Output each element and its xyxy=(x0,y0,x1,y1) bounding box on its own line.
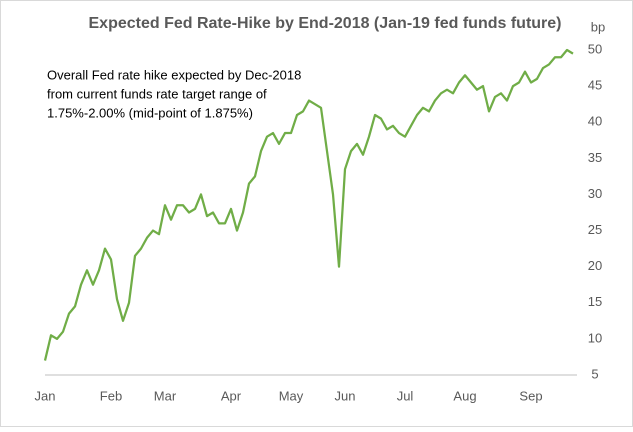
annotation: 1.75%-2.00% (mid-point of 1.875%) xyxy=(47,105,253,120)
x-tick-label: Apr xyxy=(221,388,242,403)
data-line xyxy=(43,48,574,361)
y-axis-label: bp xyxy=(591,19,605,34)
y-tick-label: 45 xyxy=(588,78,602,93)
y-tick-label: 50 xyxy=(588,41,602,56)
chart-title: Expected Fed Rate-Hike by End-2018 (Jan-… xyxy=(89,15,562,32)
x-tick-label: May xyxy=(279,388,304,403)
annotation: from current funds rate target range of xyxy=(47,86,267,101)
y-tick-label: 30 xyxy=(588,186,602,201)
x-tick-label: Jul xyxy=(397,388,414,403)
x-tick-label: Aug xyxy=(453,388,476,403)
y-tick-label: 5 xyxy=(591,366,598,381)
x-tick-label: Feb xyxy=(100,388,122,403)
y-tick-label: 25 xyxy=(588,222,602,237)
y-tick-label: 40 xyxy=(588,114,602,129)
y-tick-label: 20 xyxy=(588,258,602,273)
annotation: Overall Fed rate hike expected by Dec-20… xyxy=(47,67,301,82)
x-tick-label: Mar xyxy=(154,388,177,403)
y-tick-label: 15 xyxy=(588,294,602,309)
x-tick-label: Jun xyxy=(335,388,356,403)
x-tick-label: Sep xyxy=(519,388,542,403)
x-tick-label: Jan xyxy=(35,388,56,403)
y-tick-label: 10 xyxy=(588,330,602,345)
y-tick-label: 35 xyxy=(588,150,602,165)
